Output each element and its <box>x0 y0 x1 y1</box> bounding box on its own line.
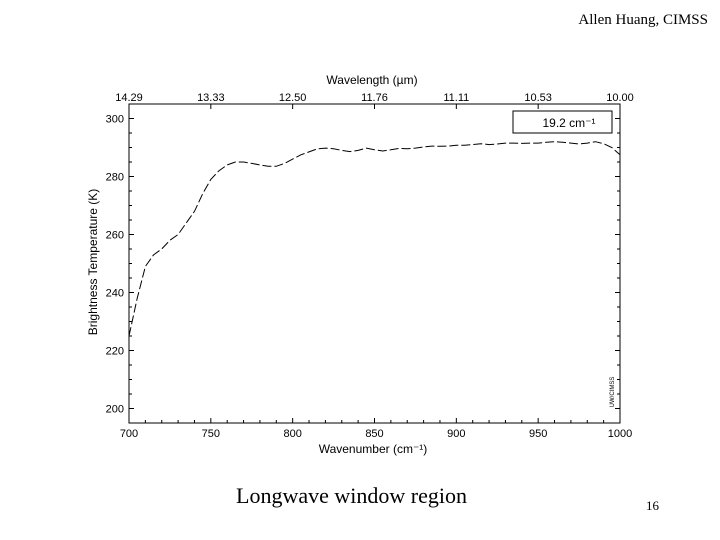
x-tick-label: 1000 <box>608 428 632 440</box>
x-tick-label: 750 <box>202 428 220 440</box>
top-axis-label: Wavelength (µm) <box>326 73 417 87</box>
y-tick-label: 280 <box>106 172 124 184</box>
slide-caption: Longwave window region <box>236 483 467 508</box>
x-axis-label: Wavenumber (cm⁻¹) <box>319 442 428 456</box>
x-tick-label: 800 <box>283 428 301 440</box>
top-tick-label: 10.53 <box>524 92 552 104</box>
y-tick-label: 200 <box>106 404 124 416</box>
top-tick-label: 10.00 <box>606 92 634 104</box>
top-tick-label: 11.76 <box>361 92 388 104</box>
data-point <box>341 150 342 151</box>
y-tick-label: 240 <box>106 288 124 300</box>
legend-box <box>512 110 613 134</box>
data-point <box>284 163 285 164</box>
x-tick-label: 900 <box>447 428 465 440</box>
x-tick-label: 850 <box>365 428 383 440</box>
watermark: UW/CIMSS <box>610 377 616 408</box>
data-point <box>398 148 399 149</box>
x-tick-label: 950 <box>529 428 547 440</box>
y-tick-label: 220 <box>106 346 124 358</box>
data-point <box>578 143 579 144</box>
data-point <box>317 148 318 149</box>
data-point <box>423 146 424 147</box>
plot-frame <box>128 103 621 424</box>
y-tick-label: 260 <box>106 230 124 242</box>
chart: 700 750 800 850 900 950 1000 14.29 13.33 12.50 11.… <box>86 73 634 456</box>
series-line <box>128 141 621 337</box>
tick-marks <box>128 104 621 423</box>
top-tick-label: 13.33 <box>197 92 225 104</box>
series-points <box>128 141 620 337</box>
legend-label: 19.2 cm⁻¹ <box>542 116 595 130</box>
slide-number: 16 <box>646 498 659 513</box>
slide-author: Allen Huang, CIMSS <box>578 12 708 28</box>
data-point <box>603 143 604 144</box>
top-tick-label: 14.29 <box>115 92 143 104</box>
y-tick-label: 300 <box>106 114 124 126</box>
top-tick-label: 11.11 <box>443 92 469 104</box>
data-point <box>554 141 555 142</box>
data-point <box>448 145 449 146</box>
x-tick-label: 700 <box>120 428 138 440</box>
y-axis-label: Brightness Temperature (K) <box>86 189 100 336</box>
legend: 19.2 cm⁻¹ <box>512 110 613 134</box>
tick-labels: 700 750 800 850 900 950 1000 14.29 13.33 12.50 11.… <box>106 92 634 440</box>
top-tick-label: 12.50 <box>279 92 307 104</box>
data-point <box>178 234 179 235</box>
data-point <box>472 144 473 145</box>
